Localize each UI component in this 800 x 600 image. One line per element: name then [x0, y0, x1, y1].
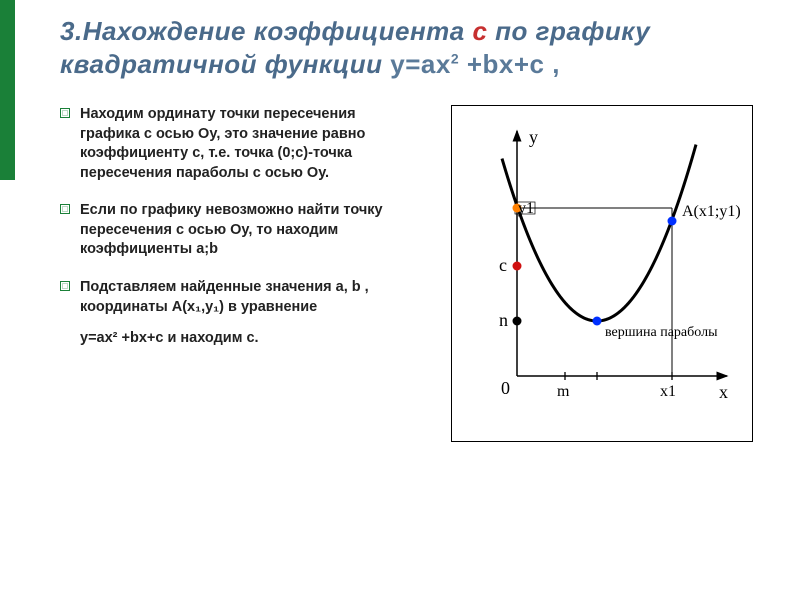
svg-text:0: 0 [501, 378, 510, 398]
list-item: Если по графику невозможно найти точку п… [60, 201, 413, 260]
slide-title: 3.Нахождение коэффициента с по графику к… [60, 15, 770, 80]
bullet-list: Находим ординату точки пересечения графи… [60, 105, 413, 442]
bullet-text: Если по графику невозможно найти точку п… [80, 201, 413, 260]
svg-text:A(x1;y1): A(x1;y1) [682, 203, 741, 220]
title-number: 3. [60, 16, 83, 46]
list-item: Подставляем найденные значения a, b , ко… [60, 278, 413, 317]
bullet-text: Подставляем найденные значения a, b , ко… [80, 278, 413, 317]
graph-svg: y x 0 y1 c n m x1 A(x1;y1) вершина параболы [462, 116, 742, 426]
svg-text:вершина параболы: вершина параболы [605, 325, 718, 340]
bullet-text: Находим ординату точки пересечения графи… [80, 105, 413, 183]
list-item: Находим ординату точки пересечения графи… [60, 105, 413, 183]
svg-text:x1: x1 [660, 383, 676, 400]
bullet-marker-icon [60, 204, 70, 214]
svg-text:y1: y1 [518, 200, 534, 217]
title-eq-pre: y=ax [390, 49, 451, 79]
parabola-graph: y x 0 y1 c n m x1 A(x1;y1) вершина параболы [451, 105, 753, 442]
svg-text:x: x [719, 382, 728, 402]
svg-text:m: m [557, 383, 570, 400]
bullet-marker-icon [60, 108, 70, 118]
final-equation-text: y=ax² +bx+c и находим с. [80, 330, 413, 346]
svg-text:y: y [529, 127, 538, 147]
svg-text:n: n [499, 310, 508, 330]
title-eq-post: +bx+c , [459, 49, 560, 79]
title-eq-sup: 2 [451, 50, 459, 66]
title-part1: Нахождение коэффициента [83, 16, 473, 46]
svg-text:c: c [499, 255, 507, 275]
bullet-marker-icon [60, 281, 70, 291]
accent-bar [0, 0, 15, 180]
title-c: с [472, 16, 487, 46]
